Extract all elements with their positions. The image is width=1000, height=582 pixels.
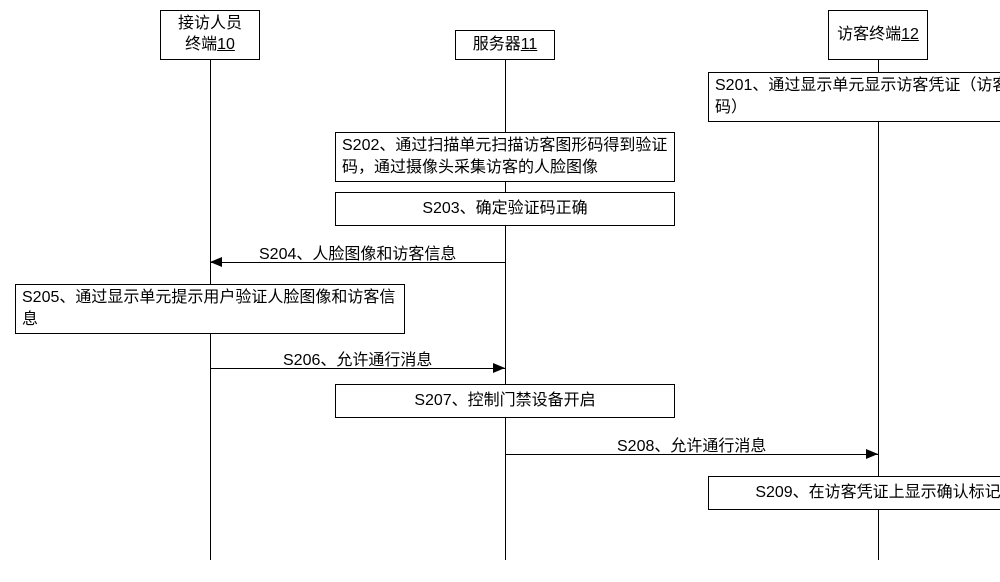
step-S209: S209、在访客凭证上显示确认标记	[708, 476, 1000, 510]
participant-id: 11	[521, 36, 538, 53]
arrow-label-S208: S208、允许通行消息	[617, 432, 766, 456]
sequence-diagram: 接访人员终端10 服务器11 访客终端12 S201、通过显示单元显示访客凭证（访客图…	[0, 0, 1000, 582]
participant-receptionist: 接访人员终端10	[160, 10, 260, 60]
participant-id: 12	[901, 26, 919, 43]
participant-id: 10	[217, 36, 235, 53]
arrowhead-S206	[493, 363, 505, 373]
step-S202: S202、通过扫描单元扫描访客图形码得到验证码，通过摄像头采集访客的人脸图像	[335, 132, 675, 182]
participant-server: 服务器11	[455, 30, 555, 60]
step-S203: S203、确定验证码正确	[335, 192, 675, 226]
participant-visitor: 访客终端12	[828, 10, 928, 60]
participant-label-line2: 终端10	[178, 35, 242, 56]
arrow-label-S206: S206、允许通行消息	[283, 346, 432, 370]
step-S201: S201、通过显示单元显示访客凭证（访客图形码）	[708, 72, 1000, 122]
arrow-label-S204: S204、人脸图像和访客信息	[259, 240, 456, 264]
step-S207: S207、控制门禁设备开启	[335, 384, 675, 418]
arrowhead-S208	[866, 449, 878, 459]
participant-label-line1: 接访人员	[178, 14, 242, 35]
step-S205: S205、通过显示单元提示用户验证人脸图像和访客信息	[15, 284, 405, 334]
arrowhead-S204	[210, 257, 222, 267]
